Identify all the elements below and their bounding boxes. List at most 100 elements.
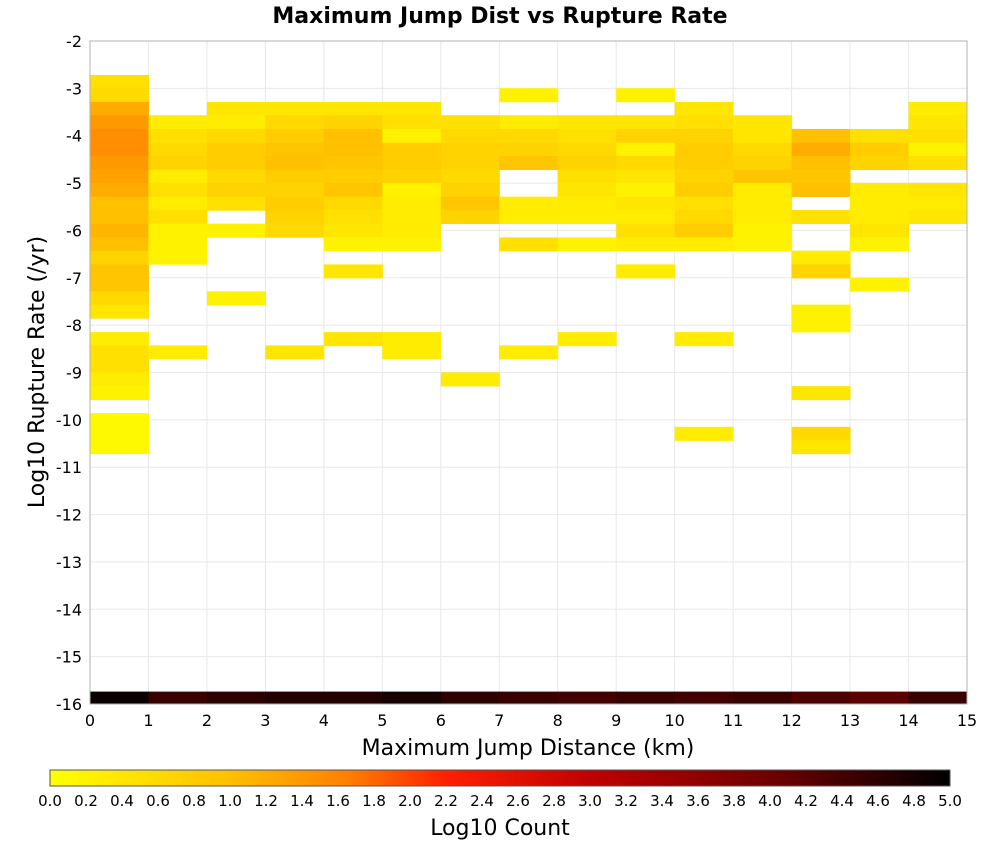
x-tick-label: 12 <box>781 711 801 730</box>
heatmap-cell <box>90 691 149 704</box>
heatmap-cell <box>674 426 734 441</box>
heatmap-cell <box>791 426 851 441</box>
heatmap-cell <box>674 128 734 143</box>
heatmap-cell <box>557 169 617 184</box>
x-tick-label: 0 <box>85 711 95 730</box>
heatmap-cell <box>206 115 266 130</box>
heatmap-cell <box>557 142 617 157</box>
y-tick-label: -9 <box>66 364 82 383</box>
heatmap-cell <box>791 128 851 143</box>
heatmap-cell <box>733 196 793 211</box>
x-tick-label: 9 <box>611 711 621 730</box>
heatmap-cell <box>733 155 793 170</box>
colorbar-tick-label: 0.6 <box>146 792 170 810</box>
heatmap-cell <box>557 332 617 347</box>
heatmap-cell <box>206 196 266 211</box>
heatmap-cell <box>674 169 734 184</box>
heatmap-cell <box>206 142 266 157</box>
heatmap-cell <box>908 155 968 170</box>
heatmap-cell <box>499 155 559 170</box>
heatmap-cell <box>674 101 734 116</box>
heatmap-cell <box>499 345 559 360</box>
x-tick-label: 1 <box>143 711 153 730</box>
heatmap-cell <box>90 182 149 197</box>
heatmap-cell <box>908 196 968 211</box>
heatmap-cell <box>908 115 968 130</box>
colorbar-tick-label: 3.8 <box>722 792 746 810</box>
heatmap-cell <box>557 209 617 224</box>
heatmap-cell <box>499 196 559 211</box>
heatmap-cell <box>90 74 149 89</box>
heatmap-cell <box>440 209 500 224</box>
heatmap-cell <box>499 209 559 224</box>
heatmap-cell <box>90 426 149 441</box>
chart-title: Maximum Jump Dist vs Rupture Rate <box>272 4 727 29</box>
heatmap-cell <box>90 88 149 103</box>
heatmap-cell <box>791 169 851 184</box>
x-tick-label: 5 <box>377 711 387 730</box>
heatmap-cell <box>908 101 968 116</box>
heatmap-cell <box>206 169 266 184</box>
heatmap-cell <box>908 142 968 157</box>
heatmap-cell <box>850 196 910 211</box>
heatmap-cell <box>733 115 793 130</box>
heatmap-cell <box>323 182 383 197</box>
colorbar-tick-label: 4.8 <box>902 792 926 810</box>
heatmap-cell <box>499 142 559 157</box>
heatmap-cell <box>616 169 676 184</box>
heatmap-cell <box>323 128 383 143</box>
y-tick-label: -4 <box>66 127 82 146</box>
colorbar-tick-label: 2.8 <box>542 792 566 810</box>
heatmap-cell <box>323 264 383 279</box>
heatmap-cell <box>265 691 325 704</box>
heatmap-cell <box>850 223 910 238</box>
heatmap-cell <box>265 223 325 238</box>
colorbar-tick-label: 1.0 <box>218 792 242 810</box>
heatmap-cell <box>382 345 442 360</box>
x-tick-label: 14 <box>898 711 918 730</box>
y-tick-labels: -2 -3 -4 -5 -6 -7 -8 -9 -10 -11 -12 -13 -14 -15 -16 <box>56 32 82 714</box>
heatmap-cell <box>674 691 734 704</box>
heatmap-cell <box>90 291 149 306</box>
heatmap-cell <box>265 196 325 211</box>
y-tick-label: -8 <box>66 316 82 335</box>
colorbar-tick-label: 3.2 <box>614 792 638 810</box>
heatmap-cell <box>148 223 208 238</box>
heatmap-cell <box>791 440 851 455</box>
heatmap-cell <box>90 304 149 319</box>
heatmap-cell <box>382 169 442 184</box>
heatmap-cell <box>791 142 851 157</box>
x-tick-label: 7 <box>494 711 504 730</box>
heatmap-cell <box>265 169 325 184</box>
heatmap-cell <box>616 155 676 170</box>
colorbar-tick-label: 5.0 <box>938 792 962 810</box>
x-axis-label: Maximum Jump Distance (km) <box>362 736 695 761</box>
heatmap-cell <box>323 101 383 116</box>
heatmap-cell <box>382 128 442 143</box>
heatmap-cell <box>148 196 208 211</box>
heatmap-cell <box>733 128 793 143</box>
heatmap-cell <box>440 372 500 387</box>
heatmap-cell <box>674 142 734 157</box>
x-tick-labels: 0 1 2 3 4 5 6 7 8 9 10 11 12 13 14 15 <box>85 711 977 730</box>
heatmap-cell <box>499 115 559 130</box>
heatmap-cell <box>148 691 208 704</box>
heatmap-cell <box>499 128 559 143</box>
colorbar-tick-label: 1.2 <box>254 792 278 810</box>
heatmap-cell <box>265 345 325 360</box>
heatmap-cell <box>674 332 734 347</box>
heatmap-cell <box>499 88 559 103</box>
heatmap-cell <box>265 101 325 116</box>
colorbar-tick-label: 0.0 <box>38 792 62 810</box>
heatmap-cell <box>440 128 500 143</box>
heatmap-cell <box>323 223 383 238</box>
y-tick-label: -10 <box>56 411 82 430</box>
heatmap-cell <box>323 209 383 224</box>
heatmap-cell <box>440 142 500 157</box>
heatmap-cell <box>265 209 325 224</box>
heatmap-cell <box>382 691 442 704</box>
x-tick-label: 15 <box>957 711 977 730</box>
heatmap-cell <box>616 88 676 103</box>
heatmap-cell <box>674 209 734 224</box>
